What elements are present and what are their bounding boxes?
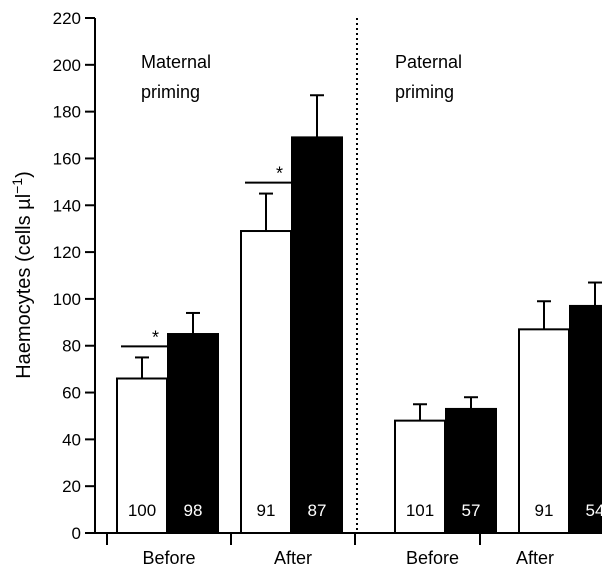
y-axis-title-superscript: −1 bbox=[9, 178, 25, 194]
x-category-label: Before bbox=[142, 548, 195, 568]
plot-area: 0 20 40 60 80 100 120 140 160 180 200 220 Maternal pr… bbox=[53, 9, 602, 568]
sample-size-label: 101 bbox=[406, 501, 434, 520]
bar-primed bbox=[445, 407, 497, 535]
y-tick-label: 60 bbox=[62, 384, 81, 403]
sample-size-label: 98 bbox=[184, 501, 203, 520]
y-tick-label: 160 bbox=[53, 149, 81, 168]
panel-label-line2: priming bbox=[395, 82, 454, 102]
y-tick-label: 20 bbox=[62, 477, 81, 496]
sample-size-label: 100 bbox=[128, 501, 156, 520]
y-tick-label: 80 bbox=[62, 337, 81, 356]
sample-size-label: 54 bbox=[586, 501, 602, 520]
y-tick-label: 220 bbox=[53, 9, 81, 28]
x-category-label: Before bbox=[406, 548, 459, 568]
bar-control bbox=[240, 230, 292, 534]
bar-control bbox=[116, 377, 168, 534]
bar-control bbox=[518, 328, 570, 534]
x-category-label: After bbox=[516, 548, 554, 568]
sample-size-label: 87 bbox=[308, 501, 327, 520]
y-tick-label: 0 bbox=[72, 524, 81, 543]
bar-primed bbox=[291, 136, 343, 535]
panel-label-line1: Maternal bbox=[141, 52, 211, 72]
y-axis-title-main: Haemocytes (cells µl bbox=[13, 194, 35, 379]
y-axis-title: Haemocytes (cells µl−1) bbox=[9, 171, 35, 379]
bar-control bbox=[394, 419, 446, 534]
bar-primed bbox=[167, 333, 219, 535]
y-tick-label: 180 bbox=[53, 103, 81, 122]
sample-size-label: 91 bbox=[257, 501, 276, 520]
y-tick-label: 200 bbox=[53, 56, 81, 75]
y-tick-label: 40 bbox=[62, 430, 81, 449]
y-tick-label: 140 bbox=[53, 196, 81, 215]
y-tick-label: 120 bbox=[53, 243, 81, 262]
significance-asterisk: * bbox=[152, 327, 159, 347]
panel-label-line1: Paternal bbox=[395, 52, 462, 72]
y-tick-label: 100 bbox=[53, 290, 81, 309]
significance-asterisk: * bbox=[276, 164, 283, 184]
panel-label-line2: priming bbox=[141, 82, 200, 102]
sample-size-label: 57 bbox=[462, 501, 481, 520]
bar-primed bbox=[569, 304, 602, 534]
sample-size-label: 91 bbox=[535, 501, 554, 520]
y-axis-title-close: ) bbox=[13, 171, 35, 178]
x-category-label: After bbox=[274, 548, 312, 568]
